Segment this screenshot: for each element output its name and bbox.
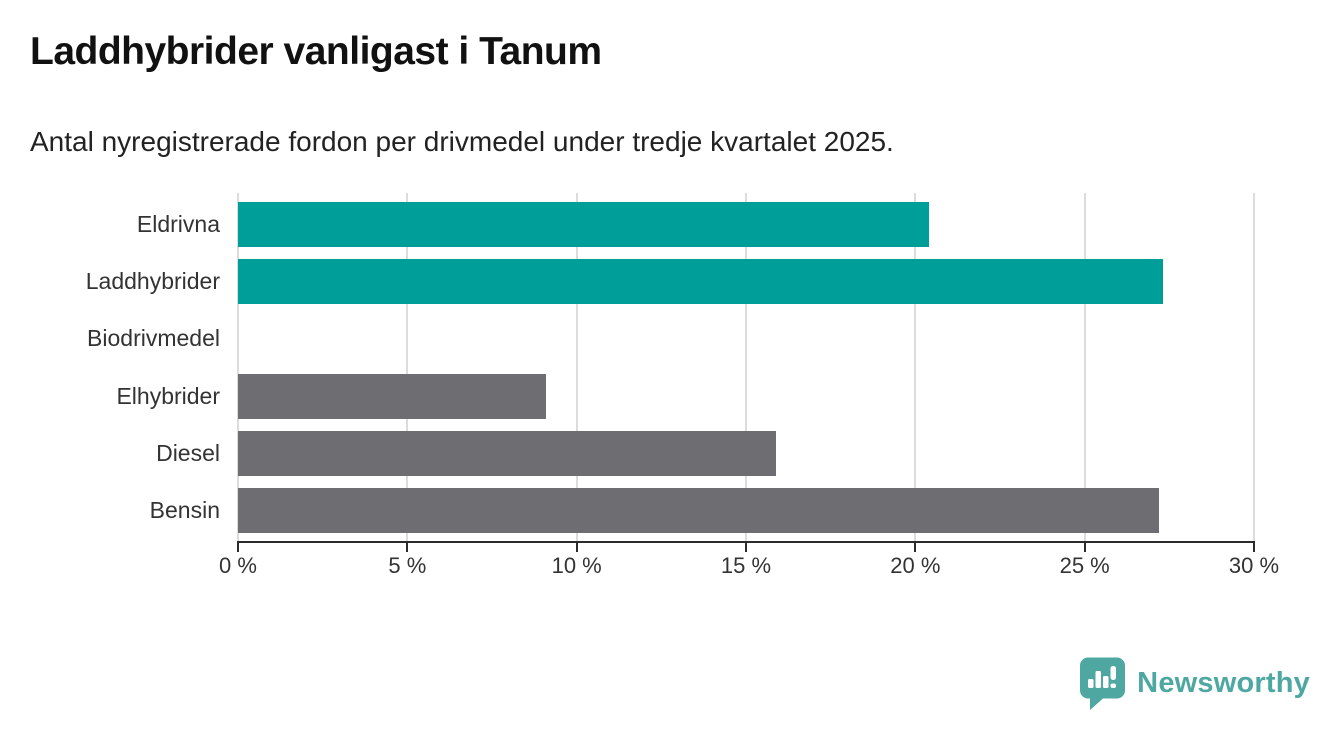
category-label-elhybrider: Elhybrider <box>116 382 220 409</box>
brand-name: Newsworthy <box>1137 667 1310 699</box>
bar-diesel <box>238 430 777 476</box>
category-label-laddhybrider: Laddhybrider <box>85 268 220 295</box>
gridline-10 <box>575 193 578 541</box>
category-label-diesel: Diesel <box>156 439 220 466</box>
x-axis-tick-30 <box>1253 543 1255 552</box>
category-label-eldrivna: Eldrivna <box>136 211 220 237</box>
x-axis-tick-20 <box>914 543 917 552</box>
logo-exclamation-stem <box>1110 666 1117 680</box>
x-axis-tick-label-30: 30 % <box>1228 553 1280 578</box>
x-axis-tick-0 <box>237 543 239 552</box>
newsworthy-logo-icon <box>1079 657 1126 710</box>
x-axis-line <box>237 541 1255 543</box>
category-label-biodrivmedel: Biodrivmedel <box>87 325 220 352</box>
x-axis-tick-10 <box>575 543 578 552</box>
logo-bar-2 <box>1095 671 1102 688</box>
x-axis-tick-label-15: 15 % <box>720 553 772 578</box>
bar-eldrivna <box>238 202 929 247</box>
x-axis-tick-label-25: 25 % <box>1059 553 1110 578</box>
bar-elhybrider <box>238 373 547 419</box>
gridline-5 <box>406 193 409 541</box>
x-axis-tick-5 <box>406 543 409 552</box>
logo-bar-1 <box>1088 679 1094 688</box>
x-axis-tick-label-0: 0 % <box>219 553 257 578</box>
gridline-20 <box>914 193 917 541</box>
category-label-bensin: Bensin <box>149 497 220 523</box>
x-axis-tick-label-10: 10 % <box>551 553 602 578</box>
x-axis-tick-15 <box>745 543 747 552</box>
chart-title: Laddhybrider vanligast i Tanum <box>30 30 602 73</box>
logo-bar-3 <box>1103 676 1109 688</box>
logo-exclamation-dot <box>1110 683 1117 688</box>
x-axis-tick-label-5: 5 % <box>388 553 427 578</box>
gridline-25 <box>1083 193 1086 541</box>
x-axis-tick-25 <box>1083 543 1086 552</box>
bar-bensin <box>238 488 1160 533</box>
brand-footer: Newsworthy <box>1079 657 1310 710</box>
gridline-15 <box>745 193 747 541</box>
gridline-30 <box>1253 193 1255 541</box>
chart-subtitle: Antal nyregistrerade fordon per drivmede… <box>30 126 894 157</box>
bar-laddhybrider <box>238 259 1163 305</box>
x-axis-tick-label-20: 20 % <box>890 553 941 578</box>
gridline-0 <box>237 193 239 541</box>
